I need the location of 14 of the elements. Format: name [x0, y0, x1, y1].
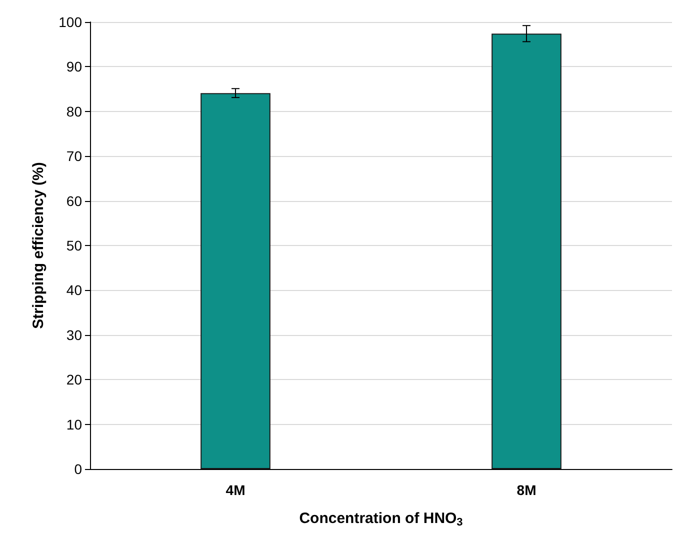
y-tick-label: 50: [66, 238, 82, 254]
y-tick-label: 80: [66, 103, 82, 120]
y-tick-label: 0: [74, 461, 82, 477]
y-tick-label: 10: [66, 416, 82, 432]
y-tick-label: 30: [66, 326, 82, 343]
y-tick-label: 60: [66, 192, 82, 209]
y-tick-label: 20: [66, 372, 82, 388]
y-tick-label: 90: [66, 58, 82, 75]
y-tick-label: 40: [66, 282, 82, 298]
y-tick-label: 100: [58, 14, 82, 30]
x-tick-label: 8M: [516, 482, 536, 498]
x-tick-label: 4M: [226, 482, 246, 498]
y-tick-label: 70: [66, 148, 82, 164]
y-axis-title: Stripping efficiency (%): [30, 162, 47, 329]
